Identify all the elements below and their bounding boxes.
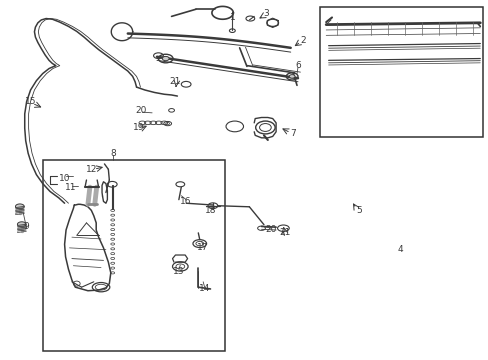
Text: 21: 21	[169, 77, 181, 86]
Text: 20: 20	[136, 106, 147, 115]
Text: 20: 20	[265, 225, 276, 234]
Ellipse shape	[288, 75, 294, 78]
Text: 15: 15	[25, 97, 36, 106]
Text: 17: 17	[197, 243, 208, 252]
Text: 1: 1	[229, 13, 235, 22]
Text: 6: 6	[294, 61, 300, 70]
Ellipse shape	[18, 222, 26, 227]
Text: 14: 14	[199, 284, 210, 293]
Text: 5: 5	[355, 206, 361, 215]
Text: 3: 3	[263, 9, 269, 18]
Text: 21: 21	[279, 228, 290, 237]
Bar	[319, 7, 482, 137]
Text: 8: 8	[110, 149, 116, 158]
Text: 19: 19	[132, 123, 144, 132]
Ellipse shape	[162, 57, 169, 61]
Ellipse shape	[16, 204, 24, 209]
Text: 9: 9	[24, 222, 29, 231]
Text: 7: 7	[290, 129, 295, 138]
Text: 16: 16	[180, 197, 191, 206]
Text: 2: 2	[300, 36, 305, 45]
Text: 13: 13	[173, 267, 184, 276]
Bar	[42, 160, 224, 351]
Text: 11: 11	[65, 183, 77, 192]
Text: 18: 18	[204, 206, 216, 215]
Text: 4: 4	[396, 245, 402, 254]
Text: 12: 12	[85, 165, 97, 174]
Text: 10: 10	[59, 174, 70, 183]
